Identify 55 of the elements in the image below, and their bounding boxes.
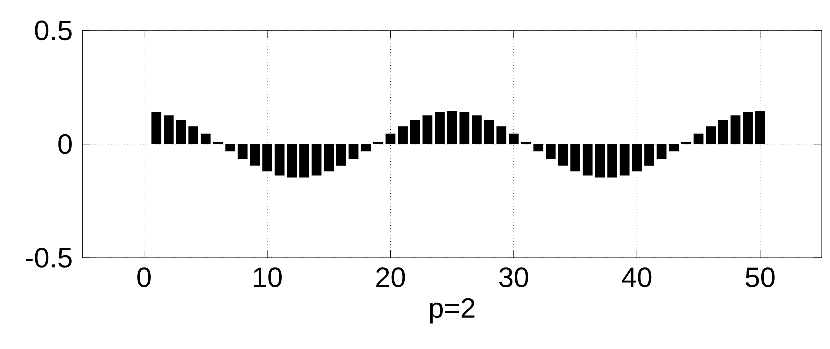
- bar: [250, 144, 260, 166]
- bar: [534, 144, 544, 152]
- x-tick-label: 30: [499, 268, 528, 288]
- bar: [398, 126, 408, 144]
- y-tick-label: 0.5: [35, 20, 72, 41]
- bar: [435, 112, 445, 144]
- bar: [300, 144, 310, 178]
- bar: [669, 144, 680, 152]
- bar: [460, 112, 470, 144]
- bar: [312, 144, 322, 176]
- bar: [496, 126, 507, 144]
- bar: [730, 116, 741, 144]
- bar: [595, 144, 606, 178]
- bar: [188, 126, 199, 144]
- bar: [656, 144, 667, 160]
- bar: [608, 144, 618, 178]
- bar: [558, 144, 568, 166]
- bar: [570, 144, 580, 172]
- bar: [336, 144, 346, 166]
- bar: [176, 120, 186, 144]
- bar: [644, 144, 654, 166]
- y-tick-label: -0.5: [26, 248, 72, 268]
- bar: [484, 120, 494, 144]
- x-tick-label: 40: [622, 268, 652, 288]
- x-tick-label: 20: [376, 268, 406, 288]
- bar: [386, 134, 396, 144]
- bar: [348, 144, 359, 160]
- bar: [262, 144, 272, 172]
- x-axis-title: p=2: [430, 298, 475, 324]
- bar: [546, 144, 556, 160]
- bar: [361, 144, 372, 152]
- x-tick-label: 10: [254, 268, 282, 288]
- bar: [152, 112, 162, 144]
- y-tick-label: 0: [58, 134, 72, 154]
- bar: [632, 144, 642, 172]
- bar: [743, 112, 753, 144]
- bar: [447, 111, 458, 144]
- bar: [509, 134, 519, 144]
- bar: [164, 116, 174, 144]
- bar: [582, 144, 593, 176]
- bar: [238, 144, 248, 160]
- bar: [472, 116, 482, 144]
- x-tick-label: 0: [138, 268, 151, 288]
- x-tick-label: 50: [746, 268, 775, 288]
- bar: [410, 120, 420, 144]
- bar: [694, 134, 704, 144]
- bar: [422, 116, 433, 144]
- bar: [706, 126, 716, 144]
- bar: [287, 144, 298, 178]
- bar: [718, 120, 728, 144]
- bar: [200, 134, 211, 144]
- bar: [226, 144, 236, 152]
- bar: [274, 144, 285, 176]
- bar: [324, 144, 334, 172]
- bar: [620, 144, 630, 176]
